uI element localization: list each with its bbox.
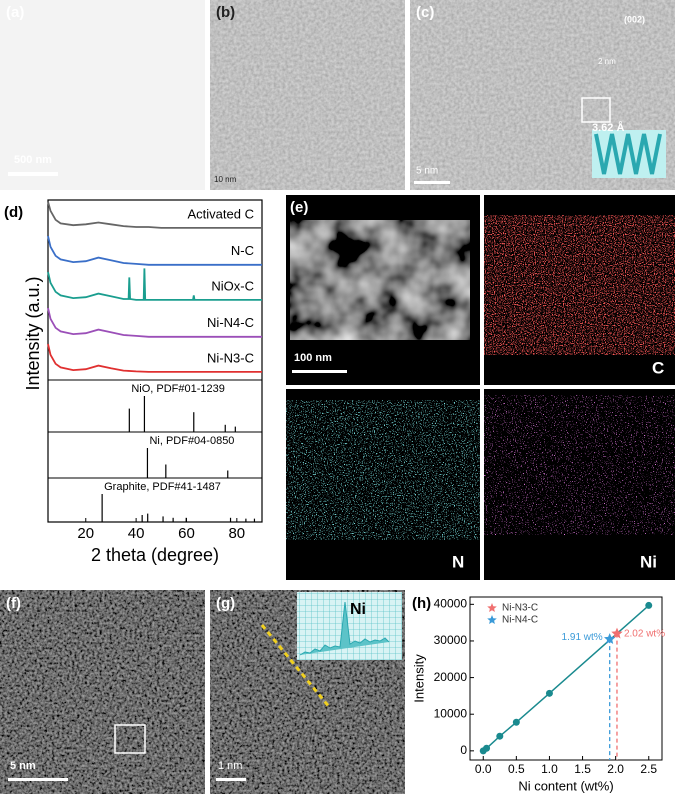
map-label: C — [652, 358, 664, 377]
x-tick-label: 1.5 — [574, 762, 591, 776]
xrd-curve — [47, 268, 262, 301]
curve-label: Ni-N4-C — [207, 315, 254, 330]
curve-label: N-C — [231, 243, 254, 258]
calibration-point — [496, 732, 504, 740]
scale-text: 500 nm — [14, 154, 52, 166]
panel-label: (c) — [416, 4, 434, 21]
calibration-point — [512, 718, 520, 726]
x-tick-label: 0.5 — [508, 762, 525, 776]
y-tick-label: 10000 — [434, 706, 468, 720]
scale-bar — [414, 181, 450, 184]
x-tick-label: 60 — [178, 525, 195, 542]
map-label: N — [452, 552, 464, 571]
calibration-point — [645, 601, 653, 609]
map-ni — [484, 395, 675, 535]
xrd-curve — [47, 343, 262, 373]
scale-text: 5 nm — [416, 166, 438, 177]
curve-label: NiOx-C — [211, 278, 254, 293]
y-tick-label: 20000 — [434, 670, 468, 684]
hrtem-inset — [591, 5, 671, 75]
x-axis-label: 2 theta (degree) — [91, 545, 219, 565]
value-label: 2.02 wt% — [624, 628, 665, 639]
scale-text: 5 nm — [10, 760, 36, 772]
sample-star — [611, 627, 623, 639]
stem-image — [0, 590, 205, 794]
curve-label: Activated C — [188, 206, 254, 221]
y-tick-label: 0 — [460, 743, 467, 757]
plot-frame — [469, 596, 663, 761]
spacing-label: 3.62 Å — [592, 121, 624, 134]
legend-label: Ni-N4-C — [502, 615, 538, 626]
legend-marker — [487, 615, 497, 624]
map-label: Ni — [640, 552, 657, 571]
sample-star — [604, 633, 616, 644]
scale-bar — [8, 778, 68, 781]
x-tick-label: 0.0 — [475, 762, 492, 776]
x-tick-label: 1.0 — [541, 762, 558, 776]
inset-label: (002) — [624, 14, 645, 24]
panel-label: (f) — [6, 595, 21, 612]
x-axis-label: Ni content (wt%) — [518, 778, 613, 793]
reference-label: Graphite, PDF#41-1487 — [104, 481, 221, 493]
fit-line — [482, 604, 650, 752]
xrd-curve — [47, 201, 262, 229]
inset-label: Ni — [350, 601, 366, 618]
map-n — [286, 400, 480, 540]
calibration-point — [545, 689, 553, 697]
panel-label: (g) — [216, 595, 235, 612]
y-tick-label: 30000 — [434, 633, 468, 647]
curve-label: Ni-N3-C — [207, 350, 254, 365]
panel-label: (a) — [6, 4, 24, 21]
scale-text: 100 nm — [294, 352, 332, 364]
zoom-box — [114, 724, 146, 754]
reference-label: NiO, PDF#01-1239 — [131, 383, 225, 395]
x-tick-label: 40 — [128, 525, 145, 542]
x-tick-label: 2.0 — [607, 762, 624, 776]
panel-label: (d) — [4, 204, 23, 221]
sem-image — [0, 0, 205, 190]
scale-text: 1 nm — [218, 760, 242, 772]
scale-text: 10 nm — [214, 175, 237, 184]
line-profile-inset — [297, 592, 402, 660]
legend-marker — [487, 603, 497, 612]
scale-bar — [216, 778, 246, 781]
legend-label: Ni-N3-C — [502, 603, 538, 614]
x-tick-label: 20 — [77, 525, 94, 542]
y-tick-label: 40000 — [434, 596, 468, 610]
calibration-point — [483, 744, 491, 752]
scale-bar — [8, 172, 58, 176]
zoom-box — [581, 97, 611, 123]
xrd-curve — [47, 307, 262, 338]
panel-label: (h) — [412, 595, 431, 612]
value-label: 1.91 wt% — [562, 632, 603, 643]
tem-image — [210, 0, 405, 190]
y-axis-label: Intensity (a.u.) — [23, 276, 43, 390]
panel-label: (e) — [290, 199, 308, 216]
plot-frame — [47, 199, 263, 523]
xrd-curve — [47, 235, 262, 266]
y-axis-label: Intensity — [411, 654, 426, 703]
inset-scale: 2 nm — [598, 57, 616, 66]
haadf-particle — [290, 220, 470, 340]
reference-label: Ni, PDF#04-0850 — [149, 435, 234, 447]
x-tick-label: 2.5 — [640, 762, 657, 776]
x-tick-label: 80 — [228, 525, 245, 542]
panel-labels: (a) 500 nm (b) 10 nm (c) 5 nm (002) 2 nm… — [6, 4, 664, 781]
panel-label: (b) — [216, 4, 235, 21]
scale-bar — [292, 370, 347, 373]
layer-lines — [594, 133, 662, 175]
line-profile — [299, 601, 390, 656]
map-c — [484, 215, 675, 355]
